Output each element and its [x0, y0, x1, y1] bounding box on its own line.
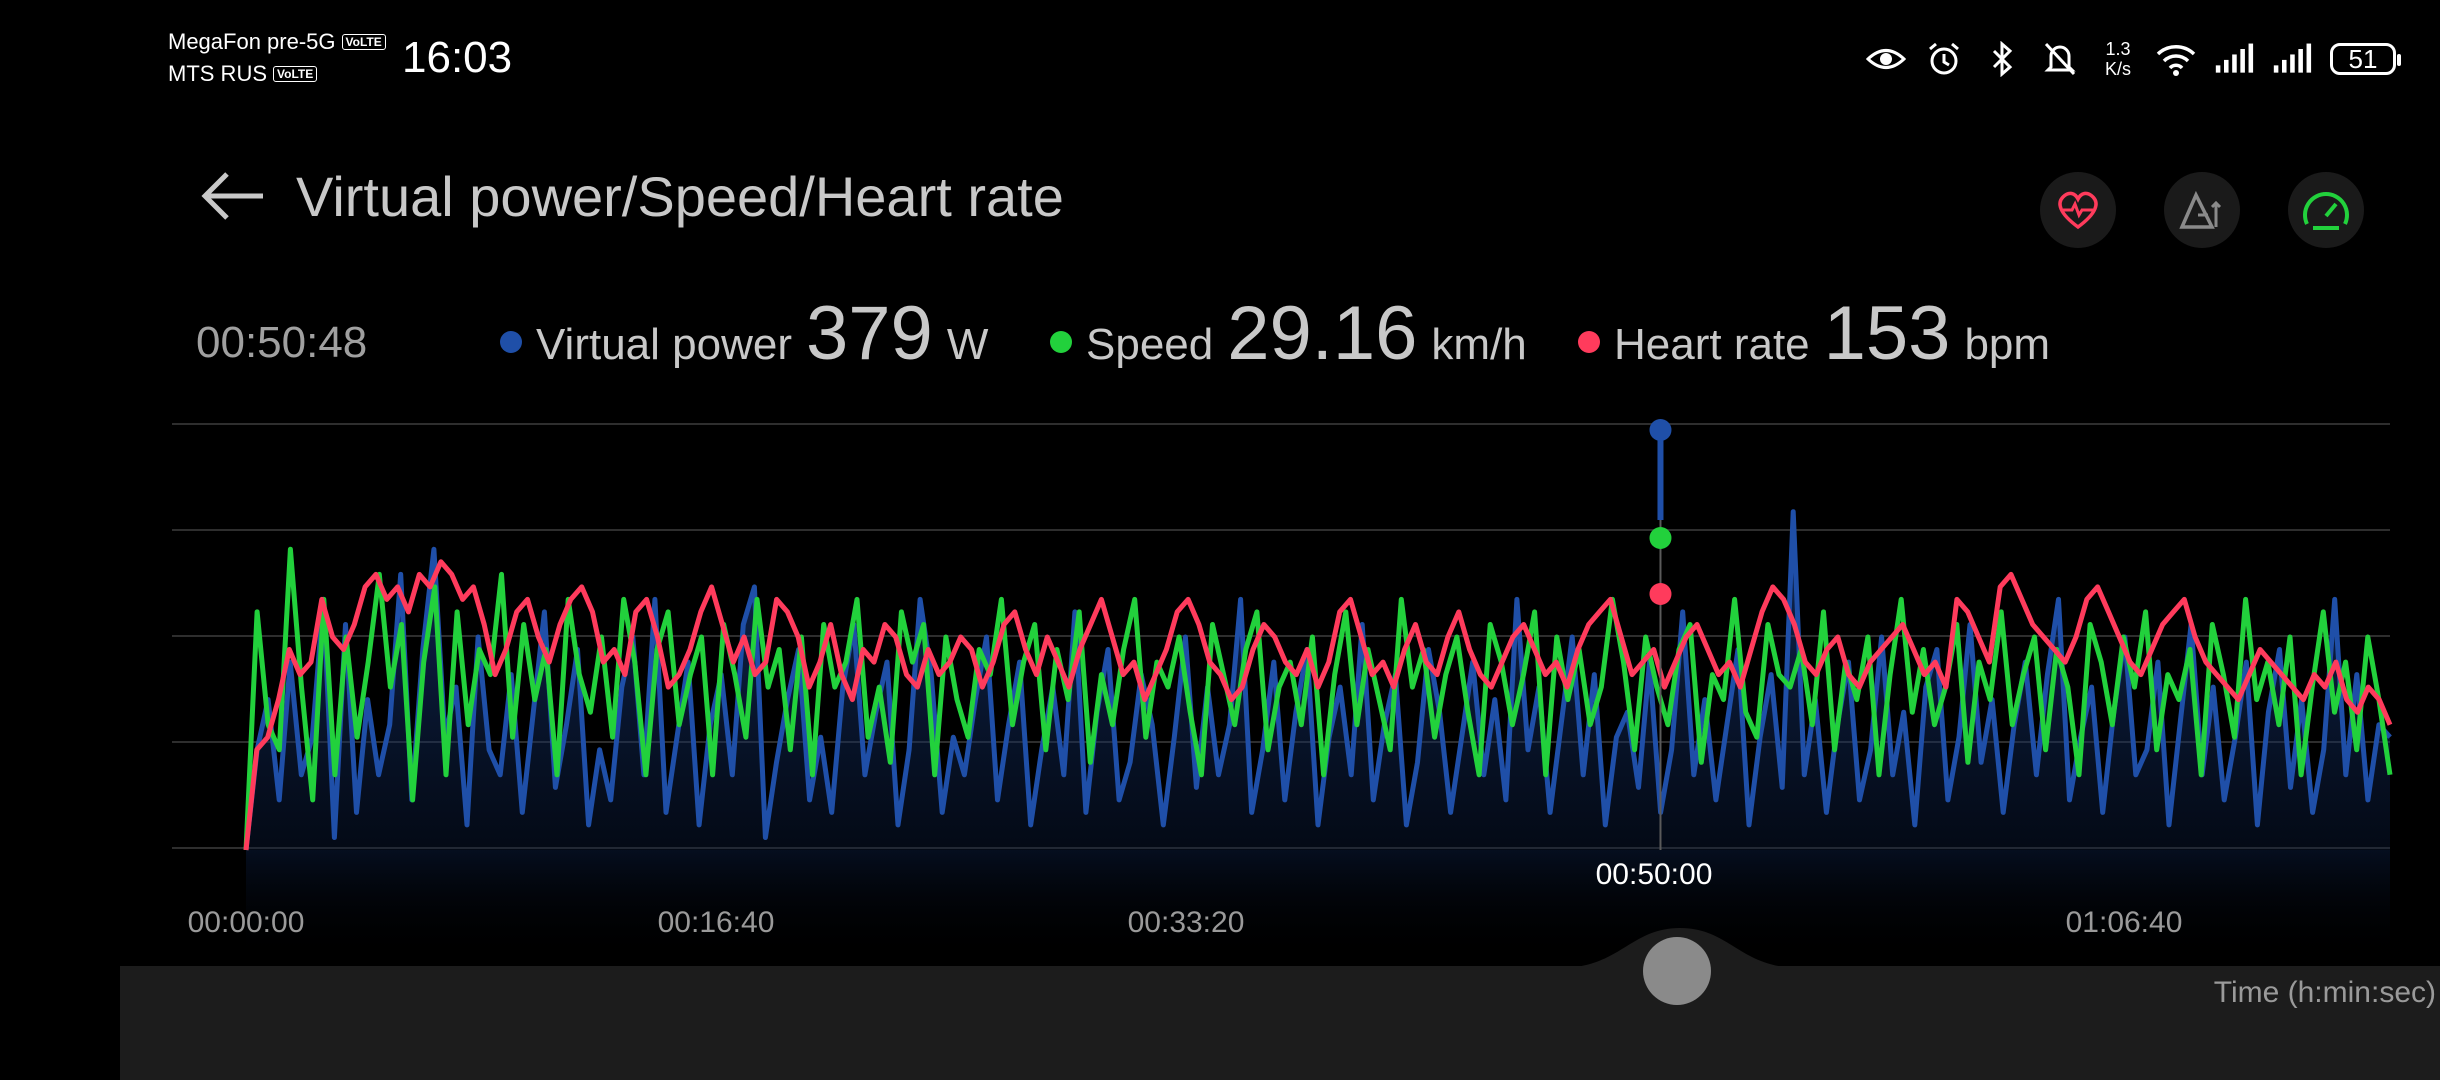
page-title: Virtual power/Speed/Heart rate — [296, 165, 1064, 228]
heart-legend-dot — [1578, 331, 1600, 353]
net-speed-unit: K/s — [2104, 59, 2131, 79]
carrier-2: MTS RUS — [168, 61, 267, 86]
heart-unit: bpm — [1964, 320, 2051, 369]
power-legend-dot — [500, 331, 522, 353]
series-area-virtual-power — [246, 511, 2390, 850]
heart-label: Heart rate — [1614, 320, 1810, 369]
status-icons: 1.3 K/s 51 — [1866, 34, 2401, 84]
cursor-speed-point — [1649, 527, 1672, 549]
carrier-info: MegaFon pre-5G VoLTE MTS RUS VoLTE — [168, 26, 386, 90]
heart-rate-readout: Heart rate 153 bpm — [1578, 290, 2050, 377]
elevation-icon — [2179, 190, 2222, 229]
chart-base-fill — [246, 850, 2390, 960]
power-label: Virtual power — [536, 320, 792, 369]
battery-level: 51 — [2348, 43, 2378, 74]
speed-legend-dot — [1050, 331, 1072, 353]
series-line-heart-rate — [243, 559, 2393, 851]
volte-badge: VoLTE — [273, 66, 318, 82]
bell-off-icon — [2040, 39, 2080, 79]
carrier-1: MegaFon pre-5G — [168, 29, 336, 54]
cursor-power-point — [1649, 419, 1672, 441]
volte-badge: VoLTE — [341, 34, 386, 50]
x-tick-label: 01:06:40 — [2065, 906, 2183, 939]
heart-rate-icon — [2058, 191, 2098, 230]
cursor-time-label: 00:50:00 — [1595, 858, 1713, 891]
timeline-slider-handle[interactable] — [1643, 937, 1711, 1005]
speed-unit: km/h — [1431, 320, 1527, 369]
heart-rate-toggle-button[interactable] — [2040, 172, 2116, 248]
signal-icon — [2214, 39, 2254, 79]
speed-label: Speed — [1086, 320, 1214, 369]
speedometer-icon — [2303, 192, 2349, 230]
wifi-icon — [2156, 39, 2196, 79]
timeline-panel — [120, 966, 2440, 1080]
back-button[interactable] — [196, 160, 268, 232]
elevation-toggle-button[interactable] — [2164, 172, 2240, 248]
status-time: 16:03 — [402, 33, 513, 82]
speed-value: 29.16 — [1227, 291, 1418, 376]
speed-readout: Speed 29.16 km/h — [1050, 290, 1527, 377]
x-tick-label: 00:16:40 — [657, 906, 775, 939]
net-speed-value: 1.3 — [2105, 39, 2131, 59]
power-unit: W — [946, 320, 989, 369]
x-tick-label: 00:00:00 — [187, 906, 305, 939]
x-axis-label: Time (h:min:sec) — [2213, 976, 2436, 1009]
x-tick-label: 00:33:20 — [1127, 906, 1245, 939]
cursor-time: 00:50:48 — [196, 318, 368, 367]
heart-value: 153 — [1823, 291, 1951, 376]
power-value: 379 — [806, 291, 933, 376]
power-readout: Virtual power 379 W — [500, 290, 988, 377]
speed-toggle-button[interactable] — [2288, 172, 2364, 248]
signal-icon — [2272, 39, 2312, 79]
battery-icon: 51 — [2330, 43, 2401, 75]
bluetooth-icon — [1982, 39, 2022, 79]
series-line-virtual-power — [243, 509, 2392, 851]
alarm-icon — [1924, 39, 1964, 79]
cursor-heart-point — [1649, 583, 1672, 605]
arrow-left-icon — [201, 172, 263, 220]
eye-icon — [1866, 39, 1906, 79]
network-speed: 1.3 K/s — [2098, 39, 2138, 79]
